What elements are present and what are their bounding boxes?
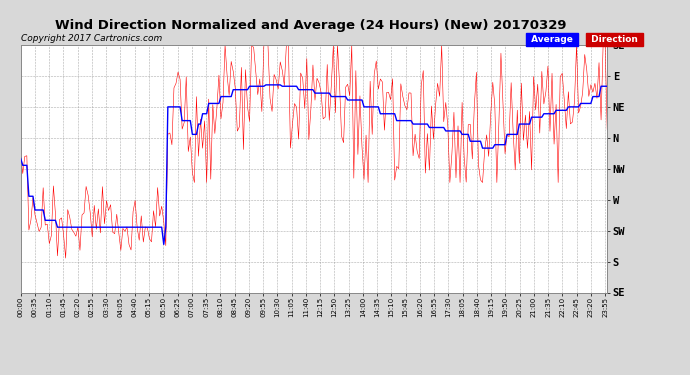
Text: Copyright 2017 Cartronics.com: Copyright 2017 Cartronics.com — [21, 33, 162, 42]
Text: Average: Average — [528, 35, 576, 44]
Text: Wind Direction Normalized and Average (24 Hours) (New) 20170329: Wind Direction Normalized and Average (2… — [55, 19, 566, 32]
Text: Direction: Direction — [588, 35, 641, 44]
